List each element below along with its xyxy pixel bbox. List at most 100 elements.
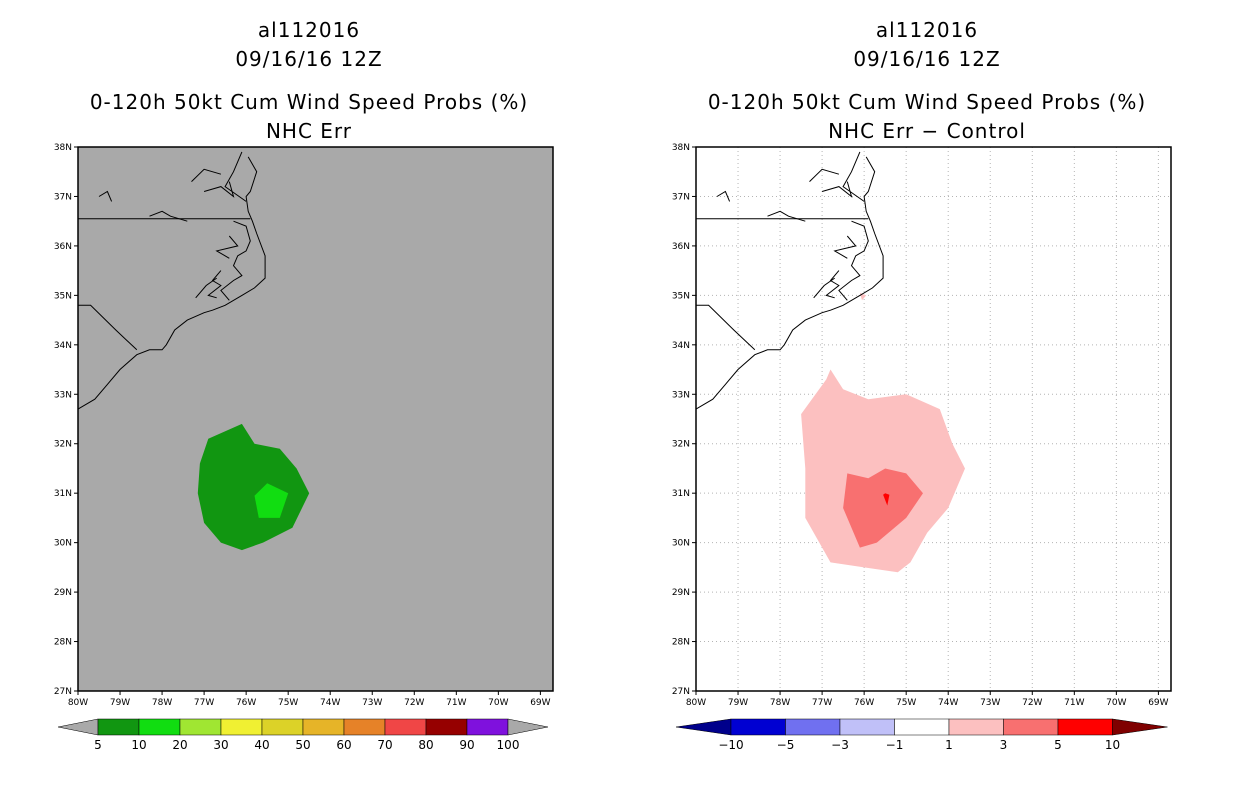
coastline-detail [220, 220, 251, 301]
coastline-detail [842, 151, 865, 202]
lon-label: 72W [404, 698, 424, 708]
colorbar-swatch [138, 718, 181, 736]
lat-label: 37N [672, 192, 690, 202]
coastline [696, 156, 884, 410]
colorbar-label: 20 [172, 738, 187, 752]
lat-label: 27N [54, 687, 72, 697]
lon-label: 80W [686, 698, 706, 708]
colorbar-label: 10 [131, 738, 146, 752]
right-panel: al112016 09/16/16 12Z 0-120h 50kt Cum Wi… [618, 0, 1236, 800]
map-frame [77, 146, 554, 692]
contour-5-10- [197, 423, 310, 551]
lon-label: 79W [110, 698, 130, 708]
lon-label: 69W [530, 698, 550, 708]
lat-label: 30N [672, 539, 690, 549]
lon-label: 75W [278, 698, 298, 708]
colorbar-swatch [425, 718, 468, 736]
lon-label: 71W [446, 698, 466, 708]
map-background [78, 147, 553, 691]
colorbar-label: 5 [94, 738, 102, 752]
colorbar-low-arrow [675, 718, 732, 736]
lon-label: 69W [1148, 698, 1168, 708]
lat-label: 38N [672, 143, 690, 153]
lat-label: 37N [54, 192, 72, 202]
coastline-detail [813, 277, 835, 299]
lat-label: 28N [672, 638, 690, 648]
lat-label: 33N [672, 390, 690, 400]
lon-label: 74W [320, 698, 340, 708]
lon-label: 73W [362, 698, 382, 708]
colorbar-swatch [1057, 718, 1113, 736]
colorbar-swatch [179, 718, 222, 736]
contour-3-5 [843, 468, 923, 548]
lon-label: 78W [152, 698, 172, 708]
colorbar-swatch [785, 718, 841, 736]
coastline-detail [207, 270, 222, 299]
colorbar-low-arrow [57, 718, 99, 736]
lon-label: 73W [980, 698, 1000, 708]
coastline-detail [809, 168, 840, 182]
lat-label: 35N [54, 291, 72, 301]
lon-label: 80W [68, 698, 88, 708]
colorbar-high-arrow [1112, 718, 1168, 736]
lon-label: 74W [938, 698, 958, 708]
coastline-detail [203, 181, 235, 198]
contour-10-20- [254, 483, 289, 518]
colorbar-label: 1 [945, 738, 953, 752]
lat-label: 31N [672, 489, 690, 499]
map-layer [696, 147, 1171, 691]
colorbar-label: 10 [1105, 738, 1120, 752]
coastline-detail [195, 277, 217, 299]
colorbar-label: −3 [831, 738, 849, 752]
colorbar-label: 5 [1054, 738, 1062, 752]
coastline [78, 156, 266, 410]
colorbar-label: −10 [718, 738, 743, 752]
colorbar-high-arrow [507, 718, 549, 736]
plot-title: 0-120h 50kt Cum Wind Speed Probs (%) [89, 90, 529, 114]
state-border [78, 304, 138, 351]
lat-label: 34N [672, 341, 690, 351]
colorbar-label: 80 [418, 738, 433, 752]
map-frame [695, 146, 1172, 692]
colorbar-swatch [466, 718, 509, 736]
colorbar-swatch [97, 718, 140, 736]
coastline-detail [716, 190, 731, 202]
lon-label: 71W [1064, 698, 1084, 708]
colorbar-swatch [1003, 718, 1059, 736]
plot-subtitle: NHC Err − Control [828, 119, 1026, 143]
lon-label: 78W [770, 698, 790, 708]
plot-subtitle: NHC Err [265, 119, 353, 143]
lat-label: 27N [672, 687, 690, 697]
lon-label: 77W [812, 698, 832, 708]
lat-label: 36N [672, 242, 690, 252]
lat-label: 31N [54, 489, 72, 499]
lat-label: 35N [672, 291, 690, 301]
colorbar-label: 50 [295, 738, 310, 752]
coastline-detail [833, 235, 857, 259]
coastline-detail [825, 270, 840, 299]
colorbar-label: −5 [777, 738, 795, 752]
lat-label: 32N [672, 440, 690, 450]
lon-label: 76W [854, 698, 874, 708]
colorbar-swatch [343, 718, 386, 736]
colorbar-swatch [839, 718, 895, 736]
colorbar-label: 90 [459, 738, 474, 752]
colorbar-label: 100 [497, 738, 520, 752]
date-time: 09/16/16 12Z [235, 47, 383, 71]
colorbar-swatch [261, 718, 304, 736]
colorbar-label: 3 [1000, 738, 1008, 752]
colorbar-swatch [302, 718, 345, 736]
lon-label: 72W [1022, 698, 1042, 708]
storm-id: al112016 [257, 18, 361, 42]
lon-label: 76W [236, 698, 256, 708]
lat-label: 38N [54, 143, 72, 153]
lon-label: 79W [728, 698, 748, 708]
colorbar-swatch [894, 718, 950, 736]
date-time: 09/16/16 12Z [853, 47, 1001, 71]
left-panel: al112016 09/16/16 12Z 0-120h 50kt Cum Wi… [54, 18, 554, 752]
colorbar-swatch [948, 718, 1004, 736]
lat-label: 29N [54, 588, 72, 598]
colorbar-label: 40 [254, 738, 269, 752]
coastline-detail [215, 235, 239, 259]
